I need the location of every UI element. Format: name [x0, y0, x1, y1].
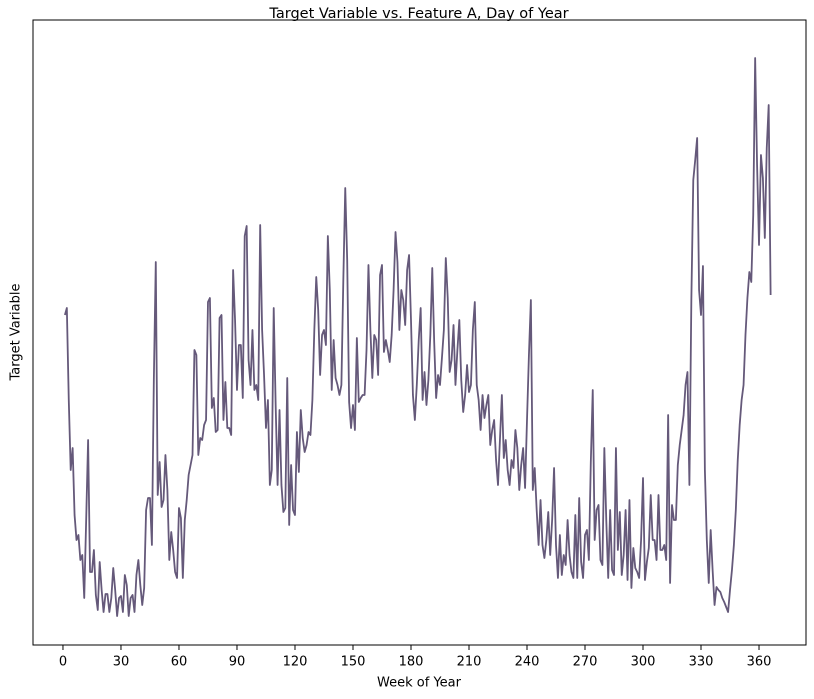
- x-tick-label: 150: [341, 655, 366, 670]
- x-tick-label: 330: [689, 655, 714, 670]
- x-tick-label: 0: [59, 655, 67, 670]
- y-axis-label: Target Variable: [9, 284, 24, 382]
- x-tick-label: 300: [631, 655, 656, 670]
- x-tick-label: 240: [515, 655, 540, 670]
- x-tick-label: 30: [113, 655, 130, 670]
- x-tick-label: 270: [573, 655, 598, 670]
- plot-frame: [32, 19, 807, 646]
- x-tick-label: 360: [747, 655, 772, 670]
- chart-title: Target Variable vs. Feature A, Day of Ye…: [268, 6, 568, 22]
- data-line: [64, 57, 772, 617]
- x-tick-label: 60: [171, 655, 188, 670]
- x-tick-label: 120: [283, 655, 308, 670]
- x-tick-label: 210: [457, 655, 482, 670]
- x-axis-label: Week of Year: [377, 676, 462, 691]
- x-tick-label: 180: [399, 655, 424, 670]
- x-tick-label: 90: [229, 655, 246, 670]
